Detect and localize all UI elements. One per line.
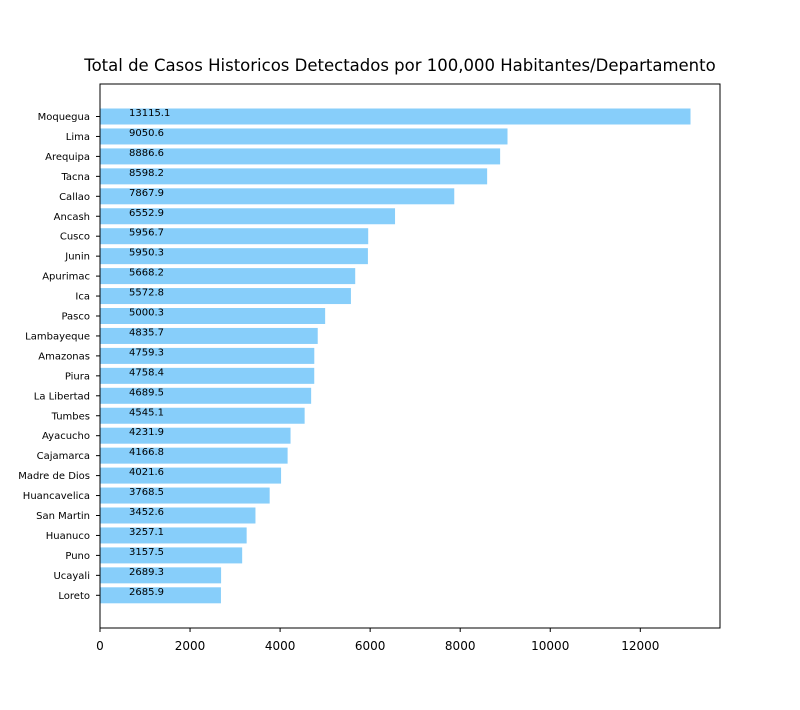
y-tick-label: Lima: [66, 132, 90, 143]
bar-data-label: 3768.5: [129, 487, 164, 498]
bar-data-label: 2689.3: [129, 567, 164, 578]
y-tick-label: Moquegua: [38, 112, 90, 123]
bar-data-label: 4021.6: [129, 467, 164, 478]
y-tick-label: La Libertad: [34, 391, 90, 402]
bar: [100, 248, 368, 265]
y-tick-label: Ayacucho: [42, 431, 90, 442]
x-tick-label: 8000: [445, 639, 476, 653]
bar: [100, 228, 369, 245]
bar: [100, 447, 288, 464]
y-tick-label: San Martin: [36, 511, 90, 522]
bar: [100, 188, 455, 205]
y-tick-label: Tacna: [60, 172, 90, 183]
y-tick-label: Apurimac: [42, 272, 90, 283]
x-tick-label: 6000: [355, 639, 386, 653]
bar-data-label: 8598.2: [129, 168, 164, 179]
bar-data-label: 3157.5: [129, 547, 164, 558]
bar-data-label: 4166.8: [129, 447, 164, 458]
bar: [100, 547, 243, 564]
chart-title: Total de Casos Historicos Detectados por…: [83, 56, 715, 75]
bar-data-label: 3452.6: [129, 507, 164, 518]
y-tick-label: Cajamarca: [37, 451, 90, 462]
x-tick-label: 4000: [265, 639, 296, 653]
bar: [100, 487, 270, 504]
bar: [100, 527, 247, 544]
bar: [100, 268, 356, 285]
bar-data-label: 3257.1: [129, 527, 164, 538]
bar-data-label: 5956.7: [129, 228, 164, 239]
bar: [100, 148, 501, 165]
bar: [100, 407, 305, 424]
y-tick-label: Ucayali: [53, 571, 90, 582]
y-tick-label: Madre de Dios: [18, 471, 90, 482]
x-tick-label: 0: [96, 639, 104, 653]
bar: [100, 347, 315, 364]
y-tick-label: Tumbes: [51, 411, 90, 422]
bar-data-label: 4835.7: [129, 327, 164, 338]
y-tick-label: Lambayeque: [25, 331, 90, 342]
y-tick-label: Callao: [59, 192, 90, 203]
bar: [100, 387, 312, 404]
y-tick-label: Arequipa: [45, 152, 90, 163]
y-tick-label: Pasco: [61, 312, 90, 323]
y-tick-label: Amazonas: [38, 351, 90, 362]
bar-data-label: 5000.3: [129, 308, 164, 319]
bar-data-label: 2685.9: [129, 587, 164, 598]
y-tick-label: Junin: [64, 252, 90, 263]
bar: [100, 367, 315, 384]
bar-data-label: 4545.1: [129, 407, 164, 418]
bar-data-label: 7867.9: [129, 188, 164, 199]
bar-data-label: 9050.6: [129, 128, 164, 139]
bar: [100, 288, 351, 305]
bar: [100, 427, 291, 444]
x-tick-label: 10000: [531, 639, 569, 653]
bar-data-label: 5572.8: [129, 288, 164, 299]
y-tick-label: Huancavelica: [23, 491, 90, 502]
y-tick-label: Huanuco: [46, 531, 90, 542]
bars-layer: [100, 108, 691, 604]
x-axis: 0 2000 4000 6000 8000 10000 12000: [96, 628, 659, 653]
y-tick-label: Piura: [65, 371, 90, 382]
bar: [100, 128, 508, 145]
bar: [100, 308, 326, 324]
bar: [100, 108, 691, 125]
bar-data-label: 5668.2: [129, 268, 164, 279]
y-axis: Moquegua Lima Arequipa Tacna Callao Ancash Cus…: [18, 112, 100, 602]
bar-data-label: 4758.4: [129, 367, 164, 378]
bar-data-label: 5950.3: [129, 248, 164, 259]
plot-frame: [99, 83, 721, 629]
bar-data-label: 4231.9: [129, 427, 164, 438]
y-tick-label: Loreto: [58, 591, 90, 602]
bar: [100, 587, 221, 604]
bar-data-label: 6552.9: [129, 208, 164, 219]
y-tick-label: Puno: [65, 551, 90, 562]
x-tick-label: 12000: [621, 639, 659, 653]
bar: [100, 327, 318, 344]
y-tick-label: Cusco: [60, 232, 90, 243]
bar-data-label: 4759.3: [129, 347, 164, 358]
x-tick-label: 2000: [175, 639, 206, 653]
y-tick-label: Ica: [75, 292, 90, 303]
bar: [100, 467, 282, 484]
bar: [100, 208, 396, 225]
data-labels-layer: 13115.1 9050.6 8886.6 8598.2 7867.9 6552.9 595…: [129, 108, 170, 598]
y-tick-label: Ancash: [54, 212, 90, 223]
bar: [100, 567, 222, 584]
bar: [100, 168, 488, 185]
bar-data-label: 4689.5: [129, 387, 164, 398]
bar-data-label: 13115.1: [129, 108, 170, 119]
bar: [100, 507, 256, 524]
bar-data-label: 8886.6: [129, 148, 164, 159]
